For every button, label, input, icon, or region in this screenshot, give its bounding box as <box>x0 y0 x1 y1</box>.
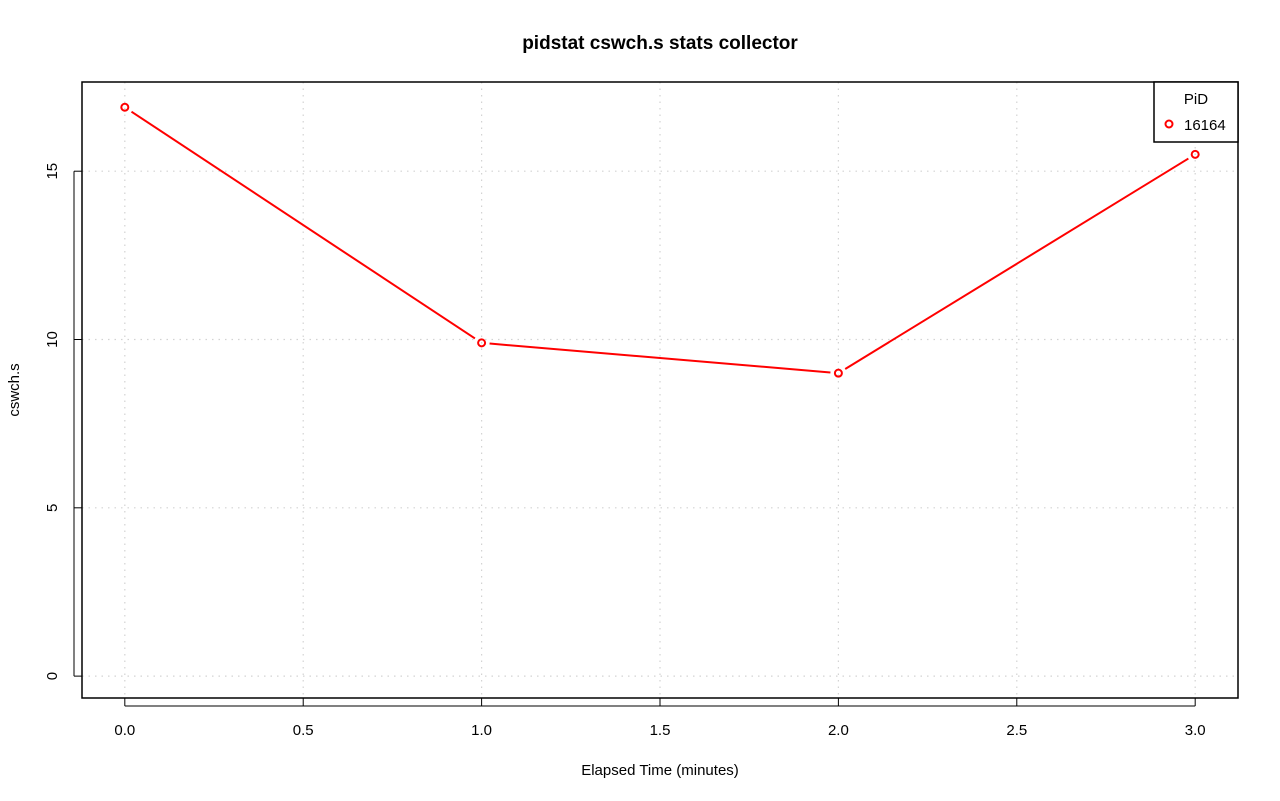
x-tick-label: 1.5 <box>650 722 671 739</box>
x-tick-label: 1.0 <box>471 722 492 739</box>
y-tick-label: 15 <box>44 163 61 180</box>
series-16164-point <box>477 338 487 348</box>
series-16164-segment <box>844 157 1189 370</box>
y-axis: 0 5 10 15 <box>44 163 82 680</box>
y-tick-label: 5 <box>44 504 61 512</box>
y-tick-label: 0 <box>44 672 61 680</box>
chart-title: pidstat cswch.s stats collector <box>522 33 798 54</box>
x-axis: 0.0 0.5 1.0 1.5 2.0 2.5 3.0 <box>114 698 1206 739</box>
x-tick-label: 2.0 <box>828 722 849 739</box>
x-tick-label: 2.5 <box>1006 722 1027 739</box>
y-tick-label: 10 <box>44 331 61 348</box>
legend-marker <box>1164 119 1174 129</box>
x-axis-label: Elapsed Time (minutes) <box>581 762 739 779</box>
series-16164-point <box>833 368 843 378</box>
x-tick-label: 0.5 <box>293 722 314 739</box>
legend-entry-16164: 16164 <box>1184 117 1226 134</box>
legend-title: PiD <box>1184 91 1208 108</box>
series-16164-segment <box>489 342 831 374</box>
grid <box>82 82 1238 698</box>
series-16164-point <box>120 102 130 112</box>
series-16164-segment <box>130 110 476 340</box>
series-16164-point <box>1190 149 1200 159</box>
legend: PiD 16164 <box>1153 81 1239 143</box>
x-tick-label: 3.0 <box>1185 722 1206 739</box>
y-axis-label: cswch.s <box>6 363 23 416</box>
legend-box <box>1153 81 1239 143</box>
series-layer <box>120 102 1200 378</box>
x-tick-label: 0.0 <box>114 722 135 739</box>
